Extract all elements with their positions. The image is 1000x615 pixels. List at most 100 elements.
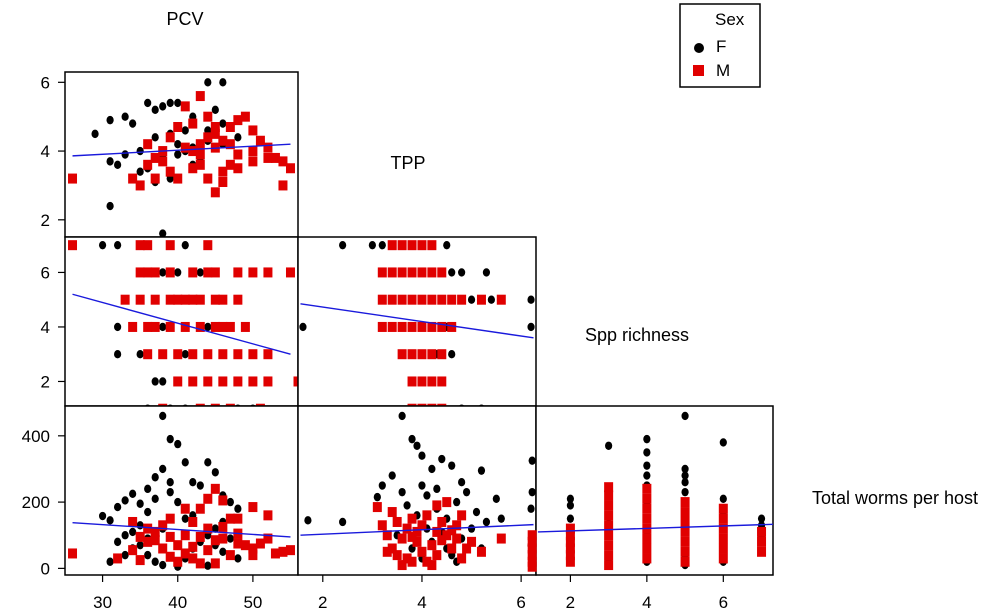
data-point-m	[135, 267, 145, 278]
data-point-f	[643, 461, 651, 470]
variable-label-spp-richness: Spp richness	[585, 325, 689, 345]
data-point-m	[165, 132, 175, 143]
data-point-m	[604, 500, 614, 511]
legend-label-m: M	[716, 61, 730, 80]
data-point-m	[285, 267, 295, 278]
data-point-f	[159, 268, 167, 277]
data-point-f	[226, 534, 234, 543]
data-point-f	[106, 516, 114, 525]
data-point-f	[114, 160, 122, 170]
data-point-f	[174, 98, 182, 108]
data-point-m	[203, 545, 213, 556]
data-point-m	[417, 546, 427, 557]
data-point-m	[527, 550, 537, 561]
data-point-f	[528, 456, 536, 465]
data-point-m	[397, 321, 407, 332]
legend-title: Sex	[715, 10, 745, 29]
x-tick-label-pcv: 50	[243, 593, 262, 612]
data-point-m	[158, 156, 168, 167]
data-point-f	[136, 350, 144, 359]
data-point-m	[417, 321, 427, 332]
data-point-m	[387, 543, 397, 554]
data-point-m	[437, 349, 447, 360]
data-point-m	[180, 503, 190, 514]
data-point-m	[218, 294, 228, 305]
data-point-f	[605, 441, 613, 450]
data-point-m	[437, 267, 447, 278]
data-point-f	[159, 102, 167, 111]
y-tick-label-tpp: 2	[41, 211, 50, 230]
data-point-m	[565, 550, 575, 561]
data-point-m	[412, 526, 422, 537]
data-point-m	[718, 523, 728, 534]
data-point-f	[106, 115, 114, 125]
panel-tpp-vs-total-worms	[297, 405, 537, 576]
data-point-m	[120, 294, 130, 305]
data-point-m	[225, 550, 235, 561]
data-point-m	[195, 139, 205, 150]
data-point-m	[203, 376, 213, 387]
data-point-m	[210, 187, 220, 198]
data-point-f	[482, 268, 491, 277]
data-point-f	[443, 240, 451, 250]
data-point-f	[368, 240, 376, 250]
data-point-m	[496, 533, 506, 544]
data-point-m	[233, 267, 243, 278]
data-point-m	[150, 294, 160, 305]
data-point-m	[452, 520, 462, 531]
data-point-m	[604, 520, 614, 531]
data-point-m	[437, 516, 447, 527]
data-point-m	[437, 294, 447, 305]
data-point-f	[566, 501, 575, 510]
data-point-m	[203, 493, 213, 504]
data-point-m	[135, 180, 145, 191]
data-point-f	[226, 497, 234, 507]
data-point-f	[151, 133, 159, 142]
data-point-m	[165, 551, 175, 562]
data-point-f	[106, 557, 114, 566]
data-point-m	[210, 535, 220, 546]
data-point-f	[234, 554, 242, 563]
data-point-m	[68, 548, 78, 559]
data-point-m	[407, 531, 417, 542]
data-point-f	[423, 491, 431, 500]
data-point-f	[159, 560, 167, 570]
panel-pcv-vs-spp-richness	[64, 236, 303, 414]
data-point-f	[166, 478, 174, 487]
data-point-m	[427, 349, 437, 360]
data-point-m	[188, 118, 198, 129]
data-point-m	[150, 267, 160, 278]
data-point-m	[233, 115, 243, 126]
data-point-m	[604, 530, 614, 541]
data-point-m	[757, 526, 767, 537]
data-point-f	[151, 473, 159, 482]
data-point-m	[680, 556, 690, 567]
data-point-m	[604, 540, 614, 551]
data-point-f	[482, 517, 491, 527]
data-point-m	[180, 548, 190, 559]
data-point-f	[159, 229, 167, 238]
data-point-m	[387, 294, 397, 305]
data-point-m	[392, 516, 402, 527]
panel-pcv-vs-tpp	[64, 71, 299, 238]
data-point-f	[438, 454, 446, 464]
data-point-m	[452, 533, 462, 544]
data-point-m	[210, 122, 220, 132]
data-point-m	[203, 173, 213, 184]
data-point-m	[150, 321, 160, 332]
data-point-m	[210, 321, 220, 332]
data-point-f	[136, 499, 144, 508]
data-point-f	[189, 478, 197, 487]
data-point-f	[566, 494, 575, 503]
data-point-f	[196, 268, 204, 277]
x-tick-label-spp-richness: 6	[719, 593, 728, 612]
data-point-m	[188, 541, 198, 552]
legend-label-f: F	[716, 37, 726, 56]
data-point-f	[129, 489, 137, 499]
data-point-m	[225, 139, 235, 150]
data-point-m	[476, 294, 486, 305]
data-point-m	[218, 495, 228, 506]
data-point-m	[377, 520, 387, 531]
data-point-f	[219, 547, 227, 557]
